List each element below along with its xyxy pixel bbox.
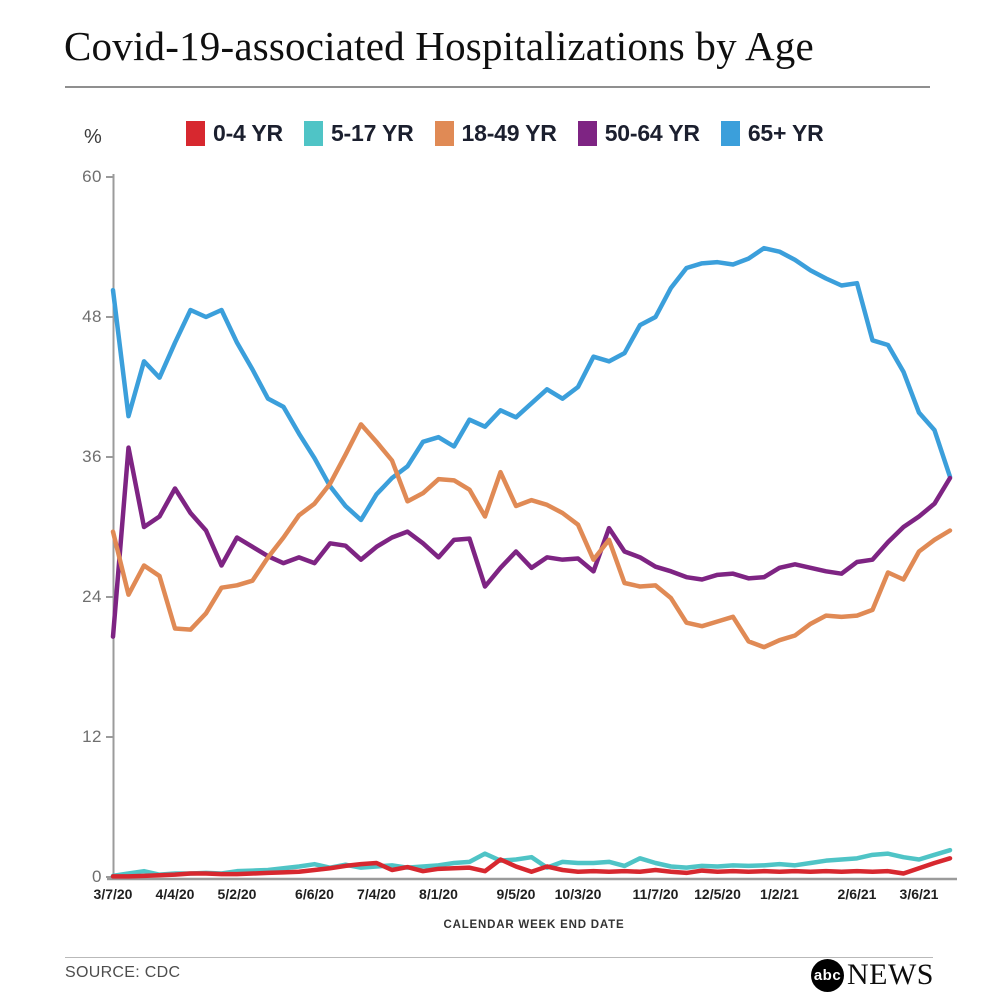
legend-item-50-64-yr: 50-64 YR — [577, 120, 700, 147]
x-tick-label: 10/3/20 — [554, 886, 602, 902]
x-tick-label: 3/7/20 — [93, 886, 133, 902]
legend-swatch-icon — [434, 121, 454, 146]
x-tick-label: 7/4/20 — [357, 886, 396, 902]
footer-divider — [65, 957, 933, 958]
legend-swatch-icon — [720, 121, 740, 146]
news-wordmark: NEWS — [847, 958, 934, 991]
y-tick-label: 0 — [92, 867, 102, 886]
y-tick-label: 24 — [82, 587, 102, 606]
legend-swatch-icon — [303, 121, 323, 146]
y-tick-label: 60 — [82, 167, 102, 186]
series-line-18-49-yr — [110, 422, 953, 650]
legend-item-5-17-yr: 5-17 YR — [303, 120, 414, 147]
x-tick-label: 3/6/21 — [899, 886, 939, 902]
title-divider — [65, 86, 930, 88]
legend-label: 50-64 YR — [604, 120, 700, 146]
y-tick-label: 36 — [82, 447, 102, 466]
legend-swatch-icon — [186, 121, 205, 146]
x-tick-label: 6/6/20 — [295, 886, 334, 902]
x-axis-title: CALENDAR WEEK END DATE — [443, 919, 625, 931]
series-line-50-64-yr — [110, 445, 953, 639]
x-tick-label: 2/6/21 — [837, 886, 877, 902]
legend-item-0-4-yr: 0-4 YR — [186, 120, 283, 147]
x-tick-label: 9/5/20 — [496, 886, 536, 902]
legend-item-18-49-yr: 18-49 YR — [434, 120, 557, 147]
x-tick-label: 11/7/20 — [632, 886, 679, 902]
y-tick-label: 12 — [82, 727, 102, 746]
legend-label: 65+ YR — [747, 120, 824, 146]
legend: 0-4 YR 5-17 YR 18-49 YR 50-64 YR 65+ YR — [186, 120, 824, 147]
page-title: Covid-19-associated Hospitalizations by … — [64, 23, 814, 69]
legend-item-65+-yr: 65+ YR — [720, 120, 824, 147]
x-tick-label: 4/4/20 — [155, 886, 195, 902]
legend-label: 18-49 YR — [461, 120, 557, 146]
abc-logo-icon: abc — [811, 958, 844, 992]
legend-label: 5-17 YR — [330, 120, 414, 146]
legend-swatch-icon — [577, 121, 597, 146]
y-tick-label: 48 — [82, 307, 102, 326]
legend-label: 0-4 YR — [213, 120, 283, 146]
series-line-65+-yr — [110, 245, 953, 523]
abc-news-logo: abc NEWS — [811, 958, 934, 992]
x-tick-label: 8/1/20 — [419, 886, 458, 902]
x-tick-label: 1/2/21 — [760, 886, 799, 902]
x-tick-label: 12/5/20 — [694, 886, 741, 902]
source-credit: SOURCE: CDC — [65, 964, 181, 981]
x-tick-label: 5/2/20 — [217, 886, 257, 902]
y-axis-unit-label: % — [84, 126, 102, 148]
series-line-5-17-yr — [110, 847, 953, 879]
series-line-0-4-yr — [110, 856, 953, 879]
